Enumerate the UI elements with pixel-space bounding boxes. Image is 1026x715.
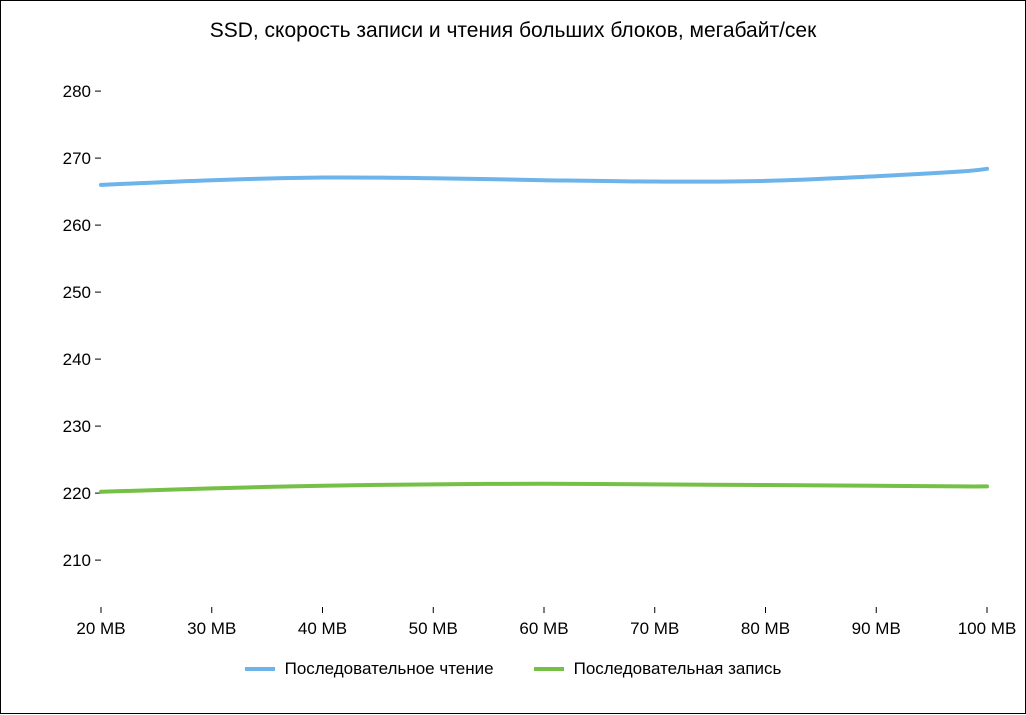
y-tick-label: 280 — [31, 82, 91, 102]
chart-plot — [1, 1, 1026, 715]
legend-item-0: Последовательное чтение — [245, 659, 494, 679]
x-tick-label: 60 MB — [494, 619, 594, 639]
y-tick-label: 240 — [31, 350, 91, 370]
y-tick-label: 250 — [31, 283, 91, 303]
x-tick-label: 80 MB — [716, 619, 816, 639]
y-tick-label: 210 — [31, 551, 91, 571]
legend-swatch — [245, 667, 275, 671]
legend-label: Последовательная запись — [574, 659, 782, 679]
legend-item-1: Последовательная запись — [534, 659, 782, 679]
series-line-0 — [101, 169, 987, 185]
x-tick-label: 20 MB — [51, 619, 151, 639]
series-line-1 — [101, 484, 987, 492]
legend-swatch — [534, 667, 564, 671]
x-tick-label: 50 MB — [383, 619, 483, 639]
x-tick-label: 40 MB — [273, 619, 373, 639]
chart-legend: Последовательное чтение Последовательная … — [1, 659, 1025, 679]
y-tick-label: 220 — [31, 484, 91, 504]
legend-label: Последовательное чтение — [285, 659, 494, 679]
y-tick-label: 260 — [31, 216, 91, 236]
y-tick-label: 230 — [31, 417, 91, 437]
x-tick-label: 70 MB — [605, 619, 705, 639]
y-tick-label: 270 — [31, 149, 91, 169]
x-tick-label: 90 MB — [826, 619, 926, 639]
x-tick-label: 30 MB — [162, 619, 262, 639]
x-tick-label: 100 MB — [937, 619, 1026, 639]
chart-frame: SSD, скорость записи и чтения больших бл… — [0, 0, 1026, 714]
